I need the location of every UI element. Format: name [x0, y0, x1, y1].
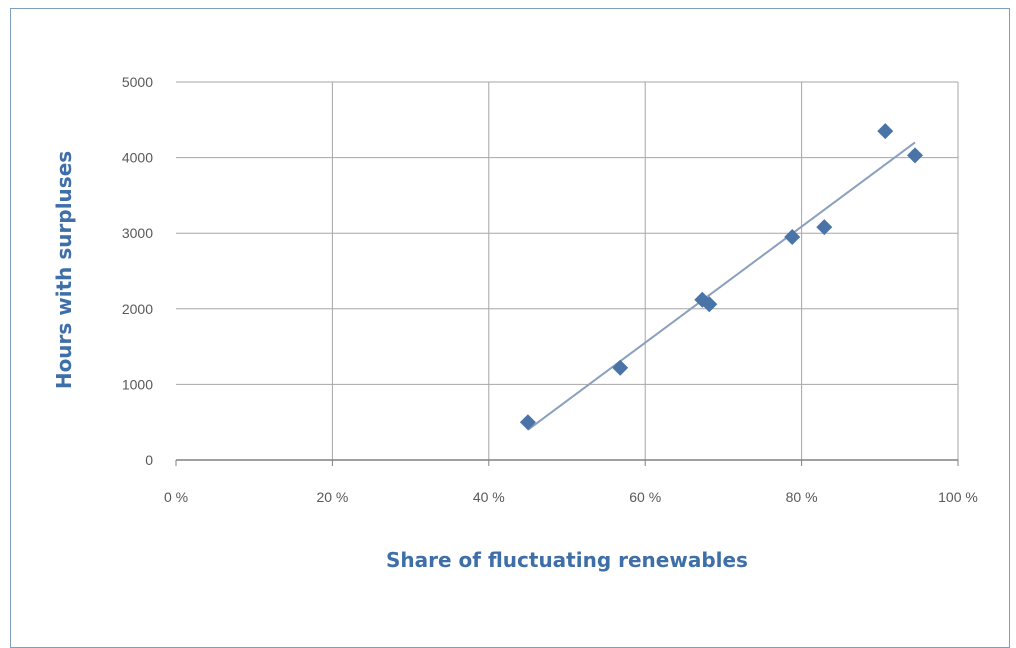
x-tick-label: 100 %	[938, 489, 978, 505]
data-point	[701, 296, 718, 313]
x-tick-label: 60 %	[629, 489, 661, 505]
y-tick-label: 3000	[122, 225, 153, 241]
y-tick-label: 4000	[122, 150, 153, 166]
x-tick-label: 0 %	[164, 489, 188, 505]
data-points	[519, 123, 923, 431]
trendline	[527, 141, 916, 431]
scatter-chart: 0 1000 2000 3000 4000 5000 0 % 20 % 40 % 60 % 80 %…	[52, 74, 978, 572]
data-point	[612, 359, 629, 376]
chart-frame	[10, 8, 1010, 648]
x-tick-label: 80 %	[786, 489, 818, 505]
y-axis-title: Hours with surpluses	[52, 151, 76, 389]
x-tick-label: 40 %	[473, 489, 505, 505]
y-tick-label: 1000	[122, 376, 153, 392]
data-point	[906, 147, 923, 164]
y-tick-label: 0	[145, 452, 153, 468]
data-point	[877, 123, 894, 140]
axes	[175, 459, 959, 466]
x-tick-label: 20 %	[316, 489, 348, 505]
x-axis-title: Share of fluctuating renewables	[386, 548, 748, 572]
y-tick-label: 2000	[122, 301, 153, 317]
grid-lines	[176, 81, 959, 460]
y-tick-label: 5000	[122, 74, 153, 90]
tick-labels: 0 1000 2000 3000 4000 5000 0 % 20 % 40 % 60 % 80 %…	[122, 74, 978, 505]
data-point	[784, 228, 801, 245]
trendline-line	[527, 141, 916, 431]
data-point	[816, 219, 833, 236]
data-point	[519, 414, 536, 431]
